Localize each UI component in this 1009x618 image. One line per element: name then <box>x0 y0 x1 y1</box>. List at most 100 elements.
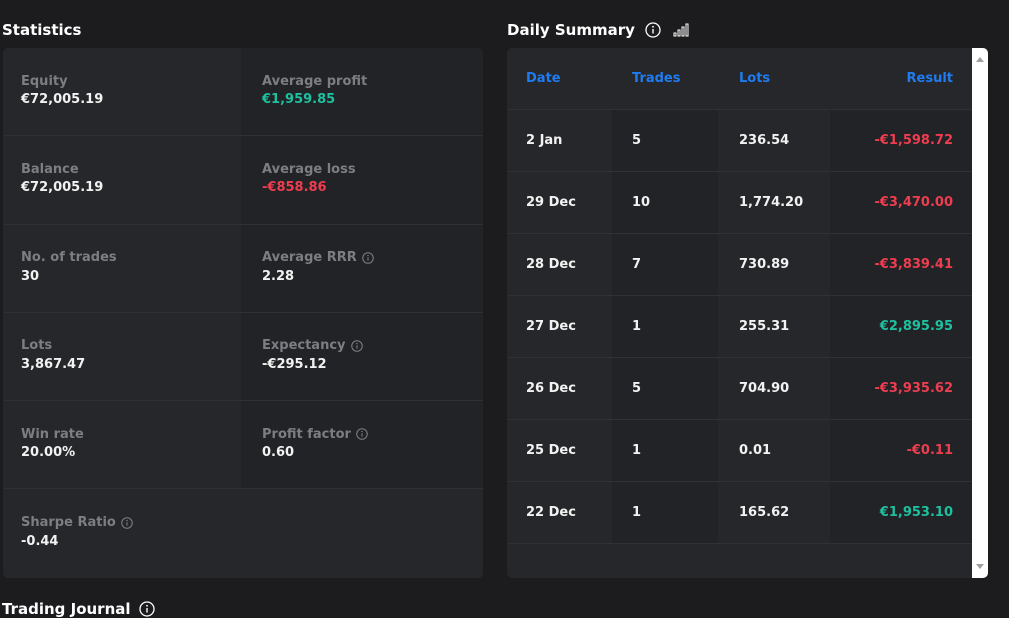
stat-cell: Balance €72,005.19 <box>3 136 241 225</box>
cell-date: 26 Dec <box>526 381 576 396</box>
cell-result: €2,895.95 <box>830 296 972 357</box>
stat-label-text: No. of trades <box>21 250 117 266</box>
stat-label: Equity <box>21 72 241 90</box>
table-row[interactable]: 2 Jan 5 236.54 -€1,598.72 <box>507 110 972 172</box>
stat-cell: No. of trades 30 <box>3 224 241 313</box>
cell-trades: 1 <box>612 482 718 543</box>
stat-value: 3,867.47 <box>21 356 86 372</box>
stat-label: Expectancy <box>262 337 483 355</box>
stat-value: €1,959.85 <box>262 92 336 107</box>
cell-date: 28 Dec <box>526 257 576 272</box>
cell-trades: 10 <box>612 172 718 233</box>
stat-value: -€858.86 <box>262 180 327 196</box>
info-icon[interactable] <box>361 251 374 264</box>
cell-date: 27 Dec <box>526 319 576 334</box>
stat-label: Average RRR <box>262 249 483 267</box>
statistics-title: Statistics <box>2 21 82 39</box>
stat-label: Sharpe Ratio <box>21 514 241 532</box>
stat-cell: Win rate 20.00% <box>3 401 241 490</box>
bar-chart-icon[interactable] <box>673 23 689 37</box>
stat-value: €72,005.19 <box>21 180 104 196</box>
stat-label-text: Expectancy <box>262 338 346 354</box>
cell-result: -€3,935.62 <box>830 358 972 419</box>
stat-cell: Average profit €1,959.85 <box>241 48 483 137</box>
stat-label-text: Win rate <box>21 426 84 442</box>
daily-summary-table: Date Trades Lots Result 2 Jan 5 236.54 -€1,… <box>507 48 972 544</box>
stat-value: €72,005.19 <box>21 92 104 107</box>
cell-lots: 730.89 <box>739 257 790 272</box>
stat-label-text: Average loss <box>262 161 356 177</box>
stat-cell: Average loss -€858.86 <box>241 136 483 225</box>
column-header-trades[interactable]: Trades <box>632 71 681 86</box>
daily-summary-title: Daily Summary <box>507 21 635 39</box>
cell-result: -€1,598.72 <box>830 110 972 171</box>
info-icon[interactable] <box>350 340 363 352</box>
stat-cell: Lots 3,867.47 <box>3 312 241 402</box>
table-row[interactable]: 22 Dec 1 165.62 €1,953.10 <box>507 482 972 544</box>
cell-lots: 236.54 <box>739 133 790 148</box>
cell-lots: 255.31 <box>739 319 790 334</box>
daily-summary-header: Daily Summary <box>507 21 689 39</box>
table-row[interactable]: 25 Dec 1 0.01 -€0.11 <box>507 420 972 482</box>
cell-date: 2 Jan <box>526 133 563 148</box>
stat-label: Average profit <box>262 72 483 90</box>
stat-cell: Equity €72,005.19 <box>3 48 241 137</box>
statistics-panel: Equity €72,005.19 Average profit €1,959.85 B… <box>3 48 483 578</box>
stat-cell: Average RRR 2.28 <box>241 224 483 313</box>
cell-result: -€3,470.00 <box>830 172 972 233</box>
stat-label-text: Average RRR <box>262 250 357 266</box>
daily-summary-panel: Date Trades Lots Result 2 Jan 5 236.54 -€1,… <box>507 48 988 578</box>
cell-trades: 1 <box>612 296 718 357</box>
cell-date: 25 Dec <box>526 443 576 458</box>
cell-trades: 5 <box>612 110 718 171</box>
vertical-scrollbar[interactable] <box>972 48 988 578</box>
cell-lots: 165.62 <box>739 505 790 520</box>
stat-cell: Sharpe Ratio -0.44 <box>3 489 241 578</box>
stat-cell: Expectancy -€295.12 <box>241 312 483 402</box>
statistics-title-wrap: Statistics <box>2 21 81 39</box>
cell-lots: 1,774.20 <box>739 195 804 210</box>
cell-result: -€3,839.41 <box>830 234 972 295</box>
stat-label-text: Lots <box>21 338 53 354</box>
cell-result: -€0.11 <box>830 420 972 481</box>
info-icon[interactable] <box>356 428 368 440</box>
stat-cell: Profit factor 0.60 <box>241 401 483 490</box>
table-row[interactable]: 26 Dec 5 704.90 -€3,935.62 <box>507 358 972 420</box>
table-row[interactable]: 27 Dec 1 255.31 €2,895.95 <box>507 296 972 358</box>
stat-label: Average loss <box>262 160 483 178</box>
scroll-down-arrow-icon[interactable] <box>976 564 984 569</box>
stat-label-text: Equity <box>21 73 68 89</box>
cell-trades: 1 <box>612 420 718 481</box>
stat-label: No. of trades <box>21 249 241 267</box>
stat-label-text: Balance <box>21 161 79 177</box>
cell-lots: 704.90 <box>739 381 790 396</box>
stat-value: -€295.12 <box>262 356 327 372</box>
table-row[interactable]: 28 Dec 7 730.89 -€3,839.41 <box>507 234 972 296</box>
info-icon[interactable] <box>645 22 661 38</box>
column-header-lots[interactable]: Lots <box>739 71 771 86</box>
info-icon[interactable] <box>121 516 133 529</box>
stat-label: Lots <box>21 337 241 355</box>
scroll-up-arrow-icon[interactable] <box>976 57 984 62</box>
stat-label: Win rate <box>21 425 241 443</box>
cell-lots: 0.01 <box>739 443 772 458</box>
cell-date: 22 Dec <box>526 505 576 520</box>
cell-result: €1,953.10 <box>830 482 972 543</box>
stat-cell-empty <box>241 489 483 578</box>
trading-journal-header: Trading Journal <box>2 600 155 618</box>
stat-value: 0.60 <box>262 445 295 461</box>
column-header-result[interactable]: Result <box>906 71 954 86</box>
stat-label-text: Sharpe Ratio <box>21 515 116 530</box>
cell-date: 29 Dec <box>526 195 576 210</box>
trading-journal-title: Trading Journal <box>2 600 131 618</box>
table-header-row: Date Trades Lots Result <box>507 48 972 110</box>
stat-label-text: Profit factor <box>262 426 351 442</box>
info-icon[interactable] <box>138 601 155 617</box>
table-row[interactable]: 29 Dec 10 1,774.20 -€3,470.00 <box>507 172 972 234</box>
stat-value: 2.28 <box>262 268 295 284</box>
column-header-date[interactable]: Date <box>526 71 561 86</box>
cell-trades: 5 <box>612 358 718 419</box>
stat-value: 20.00% <box>21 445 76 461</box>
stat-label: Balance <box>21 160 241 178</box>
stat-value: 30 <box>21 268 40 284</box>
